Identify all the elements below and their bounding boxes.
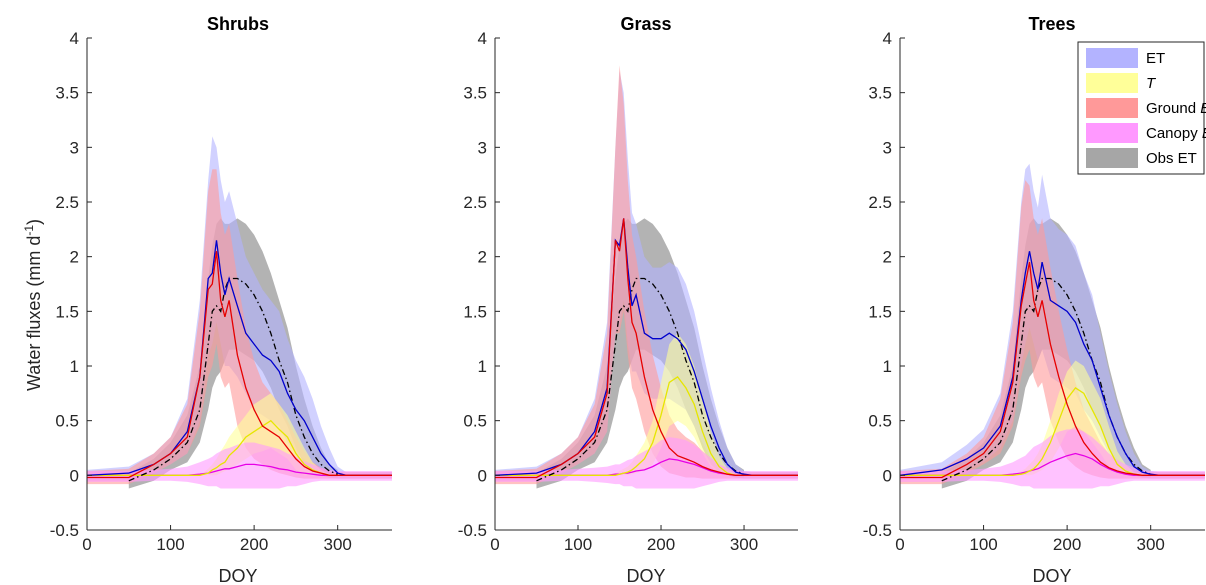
x-axis-label-grass: DOY	[626, 566, 665, 585]
y-tick-label: 1	[70, 357, 79, 376]
band-t	[87, 393, 392, 476]
y-tick-label: 1	[883, 357, 892, 376]
y-tick-label: 3	[70, 138, 79, 157]
y-tick-label: 2.5	[463, 193, 487, 212]
y-tick-label: 2.5	[868, 193, 892, 212]
x-tick-label: 200	[647, 535, 675, 554]
x-tick-label: 100	[564, 535, 592, 554]
y-tick-label: 1.5	[868, 302, 892, 321]
y-tick-label: 3	[883, 138, 892, 157]
x-axis-label-shrubs: DOY	[218, 566, 257, 585]
y-tick-label: 2	[70, 248, 79, 267]
y-tick-label: 3	[478, 138, 487, 157]
y-tick-label: 3.5	[55, 84, 79, 103]
y-tick-label: 3.5	[868, 84, 892, 103]
line-obset	[941, 277, 1151, 482]
plot-area	[900, 163, 1205, 489]
x-tick-label: 0	[895, 535, 904, 554]
y-tick-label: 0	[478, 466, 487, 485]
legend-swatch-t	[1086, 73, 1138, 93]
y-tick-label: 4	[478, 29, 487, 48]
legend-label-et: ET	[1146, 50, 1165, 67]
line-obset	[128, 277, 338, 482]
band-et	[495, 70, 798, 481]
legend-swatch-ground-e	[1086, 98, 1138, 118]
x-tick-label: 300	[730, 535, 758, 554]
legend-label-ground-e: Ground E	[1146, 100, 1206, 117]
band-t	[900, 360, 1205, 476]
line-et	[495, 218, 798, 476]
band-t	[495, 333, 798, 476]
panel-title-grass: Grass	[620, 14, 671, 34]
y-tick-label: -0.5	[50, 521, 79, 540]
legend-label-canopy-e-text: Canopy	[1146, 125, 1202, 142]
y-tick-label: -0.5	[458, 521, 487, 540]
x-tick-label: 300	[323, 535, 351, 554]
legend-label-ground-e-text: Ground	[1146, 100, 1200, 117]
y-axis-label-main: Water fluxes (mm d	[24, 236, 44, 391]
y-tick-label: -0.5	[863, 521, 892, 540]
panel-grass: -0.500.511.522.533.540 100 200 300	[458, 29, 798, 554]
legend-swatch-et	[1086, 48, 1138, 68]
band-grounde	[495, 65, 798, 485]
legend-label-ground-e-italic: E	[1200, 100, 1206, 117]
legend-label-canopy-e: Canopy E	[1146, 125, 1206, 142]
y-tick-label: 0.5	[55, 412, 79, 431]
x-tick-label: 300	[1136, 535, 1164, 554]
panel-title-trees: Trees	[1028, 14, 1075, 34]
y-tick-label: 3.5	[463, 84, 487, 103]
x-tick-label: 100	[156, 535, 184, 554]
panel-shrubs: -0.500.511.522.533.540 100 200 300	[50, 29, 392, 554]
x-tick-label: 0	[82, 535, 91, 554]
legend: ET T Ground E Canopy E Obs ET	[1077, 41, 1206, 175]
x-axis-label-trees: DOY	[1032, 566, 1071, 585]
line-et	[900, 251, 1205, 476]
y-tick-label: 1.5	[463, 302, 487, 321]
panel-title-shrubs: Shrubs	[207, 14, 269, 34]
band-grounde	[900, 180, 1205, 485]
legend-label-obs-et: Obs ET	[1146, 150, 1197, 167]
legend-label-t: T	[1146, 75, 1157, 92]
plot-area	[87, 136, 392, 489]
y-tick-label: 1.5	[55, 302, 79, 321]
panels: -0.500.511.522.533.540 100 200 300-0.500.51…	[50, 29, 1205, 554]
legend-label-canopy-e-italic: E	[1202, 125, 1206, 142]
y-tick-label: 0.5	[868, 412, 892, 431]
y-tick-label: 2	[883, 248, 892, 267]
y-tick-label: 2	[478, 248, 487, 267]
y-axis-label-sup: -1	[22, 225, 36, 236]
y-axis-label: Water fluxes (mm d-1)	[22, 219, 44, 391]
y-tick-label: 0	[70, 466, 79, 485]
x-tick-label: 100	[969, 535, 997, 554]
line-obset	[536, 277, 745, 482]
legend-swatch-canopy-e	[1086, 123, 1138, 143]
y-tick-label: 0.5	[463, 412, 487, 431]
line-grounde	[900, 261, 1205, 479]
y-tick-label: 2.5	[55, 193, 79, 212]
y-axis-label-end: )	[24, 219, 44, 225]
legend-swatch-obs-et	[1086, 148, 1138, 168]
line-grounde	[495, 218, 798, 479]
y-tick-label: 1	[478, 357, 487, 376]
x-tick-label: 200	[1053, 535, 1081, 554]
line-grounde	[87, 251, 392, 479]
plot-area	[495, 65, 798, 489]
x-tick-label: 200	[240, 535, 268, 554]
y-tick-label: 4	[883, 29, 892, 48]
y-tick-label: 0	[883, 466, 892, 485]
band-grounde	[87, 169, 392, 485]
x-tick-label: 0	[490, 535, 499, 554]
panel-trees: -0.500.511.522.533.540 100 200 300	[863, 29, 1205, 554]
y-tick-label: 4	[70, 29, 79, 48]
